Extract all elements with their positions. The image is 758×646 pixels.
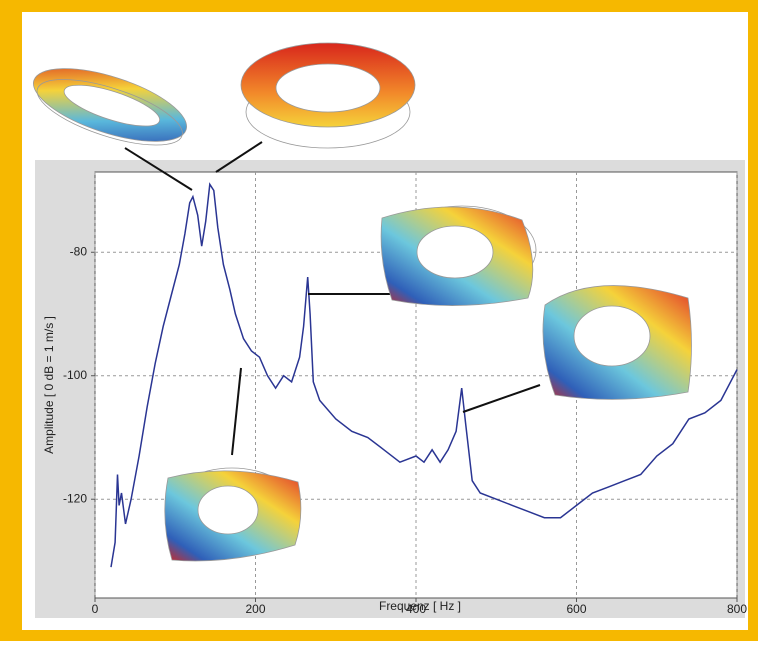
x-tick-label: 400 (406, 602, 426, 616)
y-axis-label: Amplitude [ 0 dB = 1 m/s ] (42, 316, 56, 454)
mode-shape (381, 206, 536, 306)
x-tick-label: 600 (566, 602, 586, 616)
mode-shape (165, 468, 301, 561)
x-tick-label: 800 (727, 602, 747, 616)
x-tick-label: 0 (92, 602, 99, 616)
y-tick-label: -100 (63, 368, 87, 382)
y-tick-label: -120 (63, 491, 87, 505)
chart: Frequenz [ Hz ] Amplitude [ 0 dB = 1 m/s… (0, 0, 758, 641)
mode-shape (543, 286, 692, 400)
y-tick-label: -80 (70, 244, 88, 258)
x-tick-label: 200 (245, 602, 265, 616)
